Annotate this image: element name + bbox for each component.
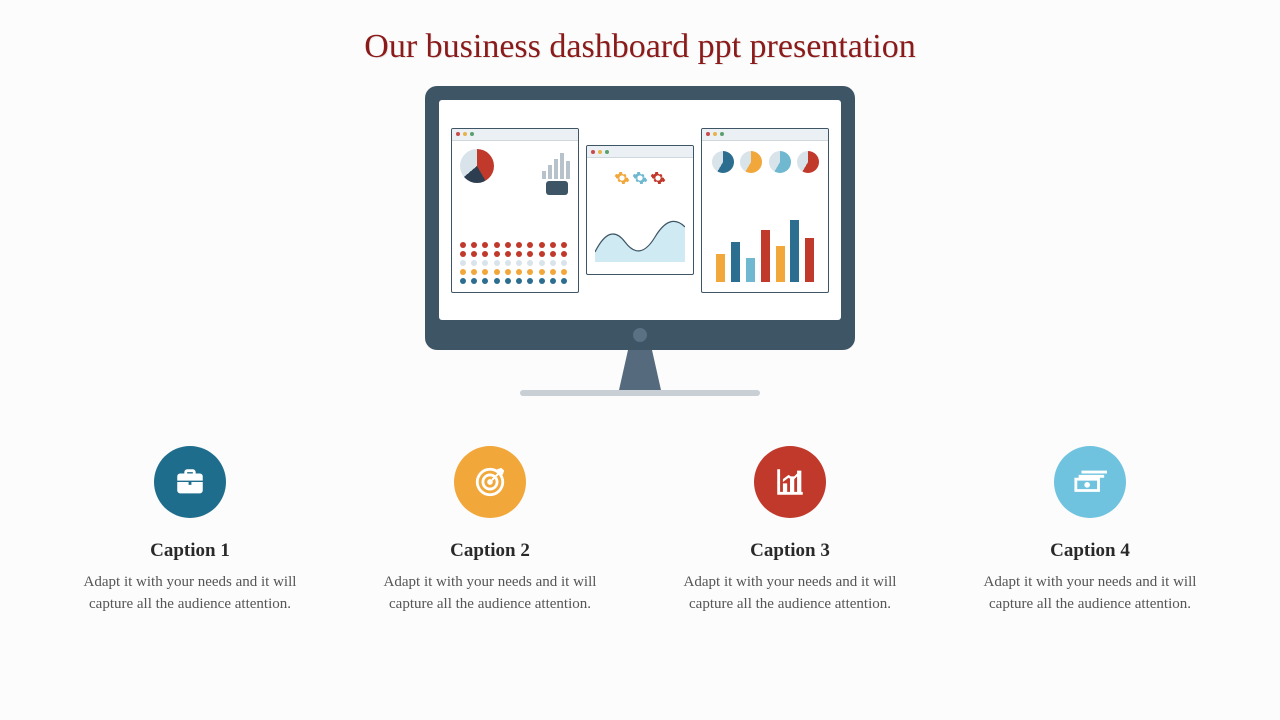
dashboard-panel-3 <box>701 128 829 293</box>
pie-chart-icon <box>460 149 494 183</box>
speech-bubble-icon <box>546 181 568 195</box>
caption-item-3: Caption 3 Adapt it with your needs and i… <box>670 446 910 616</box>
caption-item-4: Caption 4 Adapt it with your needs and i… <box>970 446 1210 616</box>
panel-header <box>587 146 693 158</box>
captions-row: Caption 1 Adapt it with your needs and i… <box>0 446 1280 616</box>
monitor-frame <box>425 86 855 350</box>
target-icon <box>454 446 526 518</box>
chart-icon <box>754 446 826 518</box>
gears-icon <box>614 170 666 186</box>
panel-header <box>452 129 578 141</box>
area-chart-icon <box>595 212 685 262</box>
money-icon <box>1054 446 1126 518</box>
caption-text: Adapt it with your needs and it will cap… <box>970 572 1210 616</box>
caption-item-1: Caption 1 Adapt it with your needs and i… <box>70 446 310 616</box>
page-title: Our business dashboard ppt presentation <box>0 0 1280 66</box>
mini-pies-icon <box>708 151 822 173</box>
caption-title: Caption 3 <box>670 540 910 562</box>
bar-chart-icon <box>542 151 570 179</box>
panel-header <box>702 129 828 141</box>
monitor-stand-neck <box>610 350 670 390</box>
caption-text: Adapt it with your needs and it will cap… <box>370 572 610 616</box>
dot-matrix-icon <box>460 242 570 284</box>
caption-text: Adapt it with your needs and it will cap… <box>670 572 910 616</box>
monitor-screen <box>439 100 841 320</box>
dashboard-panel-1 <box>451 128 579 293</box>
briefcase-icon <box>154 446 226 518</box>
caption-title: Caption 1 <box>70 540 310 562</box>
dashboard-panel-2 <box>586 145 694 275</box>
monitor-illustration <box>0 86 1280 396</box>
monitor-stand-base <box>520 390 760 396</box>
caption-title: Caption 4 <box>970 540 1210 562</box>
caption-text: Adapt it with your needs and it will cap… <box>70 572 310 616</box>
bar-chart-icon <box>716 214 814 282</box>
caption-item-2: Caption 2 Adapt it with your needs and i… <box>370 446 610 616</box>
caption-title: Caption 2 <box>370 540 610 562</box>
monitor-power-button-icon <box>633 328 647 342</box>
